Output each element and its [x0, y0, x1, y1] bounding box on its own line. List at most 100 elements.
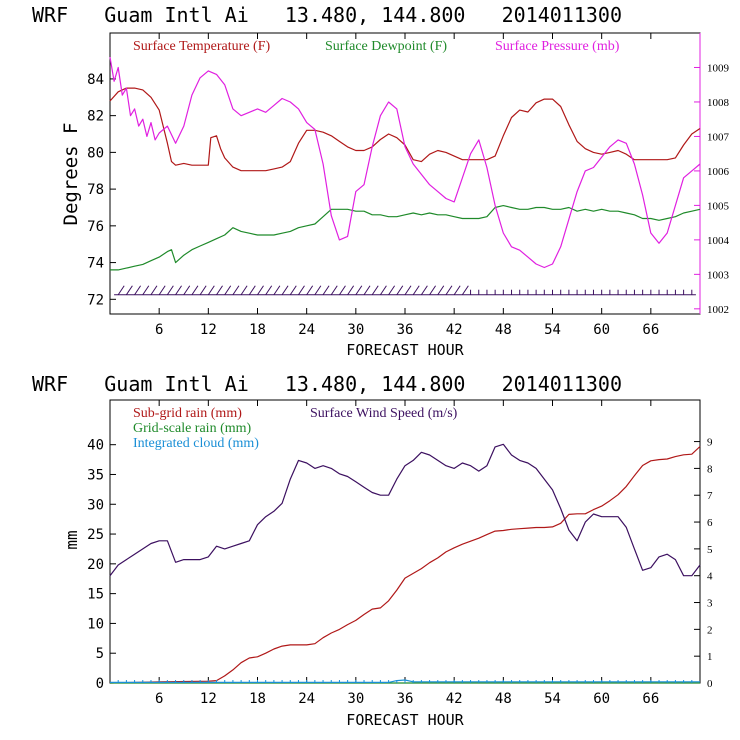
y2-tick-label: 1008: [707, 97, 730, 109]
x-tick-label: 48: [495, 691, 512, 707]
legend-surface-wind-speed: Surface Wind Speed (m/s): [310, 406, 458, 421]
wind-barb: [248, 285, 256, 295]
wind-barb: [117, 285, 125, 295]
pressure-y-axis: 1002 1003 1004 1005 1006 1007 1008 1009: [694, 62, 730, 316]
wind-barb: [289, 285, 297, 295]
wind-barb: [134, 285, 141, 295]
y2-tick-label: 1007: [707, 131, 730, 143]
temperature-plot-frame: [109, 32, 701, 315]
x-tick-label: 24: [298, 691, 315, 707]
wind-barbs: [114, 285, 696, 296]
y2-tick-label: 1004: [707, 235, 730, 247]
wind-barb: [191, 285, 199, 295]
y-tick-label: 74: [87, 256, 104, 272]
wind-barb: [330, 285, 338, 295]
wind-barb: [339, 285, 346, 295]
y2-tick-label: 8: [707, 463, 713, 475]
wind-barb: [257, 285, 264, 295]
wind-barb: [306, 285, 314, 295]
y2-tick-label: 3: [707, 598, 713, 610]
y2-tick-label: 1003: [707, 269, 730, 281]
x-tick-label: 12: [200, 691, 217, 707]
legend-surface-dewpoint: Surface Dewpoint (F): [325, 39, 447, 54]
wind-barb: [453, 285, 461, 295]
temperature-panel: WRF Guam Intl Ai 13.480, 144.800 2014011…: [32, 3, 730, 359]
wind-barb: [150, 285, 158, 295]
x-tick-label: 42: [446, 322, 463, 338]
wind-barb: [363, 285, 371, 295]
x-tick-label: 24: [298, 322, 315, 338]
y-tick-label: 40: [87, 438, 104, 454]
series-line-1: [110, 205, 701, 271]
wind-barb: [265, 285, 273, 295]
y-tick-label: 78: [87, 182, 104, 198]
y2-tick-label: 0: [707, 678, 713, 690]
temperature-panel-title: WRF Guam Intl Ai 13.480, 144.800 2014011…: [32, 3, 622, 27]
y-tick-label: 82: [87, 109, 104, 125]
wind-barb: [437, 285, 445, 295]
y-tick-label: 20: [87, 557, 104, 573]
legend-grid-scale-rain: Grid-scale rain (mm): [133, 421, 252, 436]
wind-barb: [175, 285, 182, 295]
wind-barb: [207, 285, 215, 295]
wind-barb: [125, 285, 133, 295]
y2-tick-label: 1005: [707, 200, 730, 212]
x-tick-label: 30: [347, 322, 364, 338]
y2-tick-label: 1009: [707, 62, 730, 74]
series-line-0: [109, 87, 701, 172]
y-tick-label: 80: [87, 145, 104, 161]
wind-barb: [158, 285, 166, 295]
wind-barb: [396, 285, 404, 295]
wind-barb: [445, 285, 453, 295]
wind-barb: [232, 285, 240, 295]
series-line-2: [109, 56, 701, 269]
y2-tick-label: 1002: [707, 304, 729, 316]
wind-barb: [404, 285, 412, 295]
x-tick-label: 36: [397, 691, 414, 707]
temperature-y-label: Degrees F: [60, 123, 82, 226]
wind-barb: [355, 285, 363, 295]
temperature-series-lines: [109, 56, 701, 271]
precipitation-y-label: mm: [62, 530, 81, 549]
wind-barb: [298, 285, 305, 295]
precipitation-panel-title: WRF Guam Intl Ai 13.480, 144.800 2014011…: [32, 372, 622, 396]
x-tick-label: 6: [155, 322, 163, 338]
wind-barb: [142, 285, 150, 295]
series-line-3: [109, 443, 701, 577]
temperature-legend: Surface Temperature (F) Surface Dewpoint…: [133, 39, 620, 54]
x-tick-label: 54: [544, 322, 561, 338]
x-tick-label: 60: [593, 691, 610, 707]
series-line-0: [109, 446, 701, 684]
x-tick-label: 6: [155, 691, 163, 707]
wind-barb: [240, 285, 248, 295]
temperature-y-axis: 72 74 76 78 80 82 84: [87, 72, 116, 308]
wind-barb: [322, 285, 330, 295]
wind-barb: [461, 285, 469, 295]
y2-tick-label: 6: [707, 517, 713, 529]
legend-surface-pressure: Surface Pressure (mb): [495, 39, 620, 54]
x-tick-label: 60: [593, 322, 610, 338]
precipitation-panel: WRF Guam Intl Ai 13.480, 144.800 2014011…: [32, 372, 713, 729]
wind-barb: [380, 285, 387, 295]
y-tick-label: 10: [87, 616, 104, 632]
y2-tick-label: 1006: [707, 166, 730, 178]
wind-barb: [314, 285, 322, 295]
wind-speed-y-axis: 0 1 2 3 4 5 6 7 8 9: [694, 437, 713, 690]
y-tick-label: 0: [96, 676, 104, 692]
precipitation-legend: Sub-grid rain (mm) Grid-scale rain (mm) …: [133, 406, 458, 451]
wind-barb: [166, 285, 174, 295]
x-tick-label: 48: [495, 322, 512, 338]
wind-barb: [216, 285, 223, 295]
series-line-2: [110, 679, 700, 684]
wind-barb: [429, 285, 436, 295]
legend-surface-temperature: Surface Temperature (F): [133, 39, 270, 54]
precipitation-y-axis: 0 5 10 15 20 25 30 35 40: [87, 438, 116, 692]
y-tick-label: 72: [87, 292, 104, 308]
wind-barb: [420, 285, 428, 295]
wind-barb: [281, 285, 289, 295]
y2-tick-label: 5: [707, 544, 713, 556]
wind-barb: [273, 285, 281, 295]
y-tick-label: 30: [87, 497, 104, 513]
wind-barb: [388, 285, 396, 295]
